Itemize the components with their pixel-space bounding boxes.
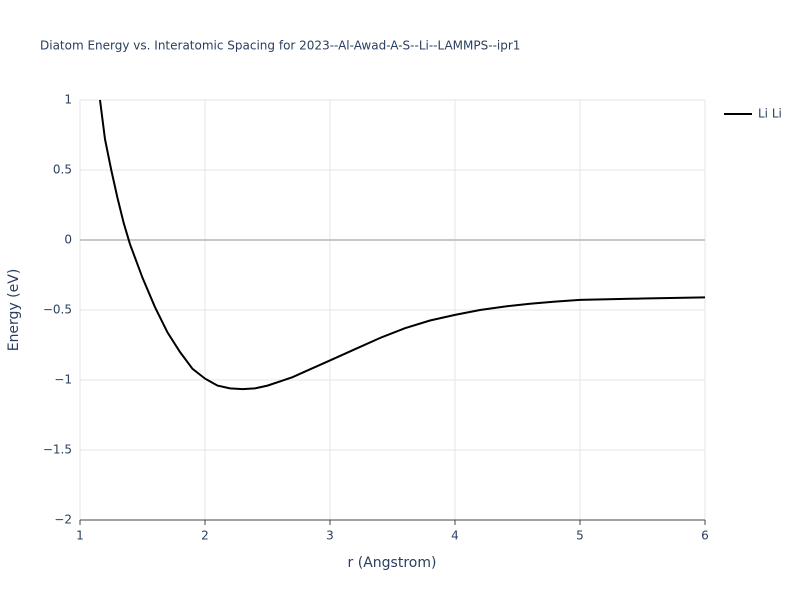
x-tick-label: 4: [451, 529, 459, 543]
y-tick-label: −0.5: [43, 303, 72, 317]
chart-title: Diatom Energy vs. Interatomic Spacing fo…: [40, 39, 520, 53]
y-tick-label: −1.5: [43, 443, 72, 457]
x-tick-label: 6: [701, 529, 709, 543]
x-tick-label: 2: [201, 529, 209, 543]
y-tick-label: 0.5: [53, 163, 72, 177]
x-axis-title: r (Angstrom): [348, 555, 437, 571]
x-tick-label: 5: [576, 529, 584, 543]
data-line: [99, 99, 706, 391]
y-tick-label: −1: [54, 373, 72, 387]
y-tick-label: −2: [54, 513, 72, 527]
legend-label: Li Li: [758, 107, 782, 121]
x-tick-label: 3: [326, 529, 334, 543]
y-axis-title: Energy (eV): [6, 269, 22, 352]
y-tick-label: 0: [64, 233, 72, 247]
y-tick-label: 1: [64, 93, 72, 107]
x-tick-label: 1: [76, 529, 84, 543]
